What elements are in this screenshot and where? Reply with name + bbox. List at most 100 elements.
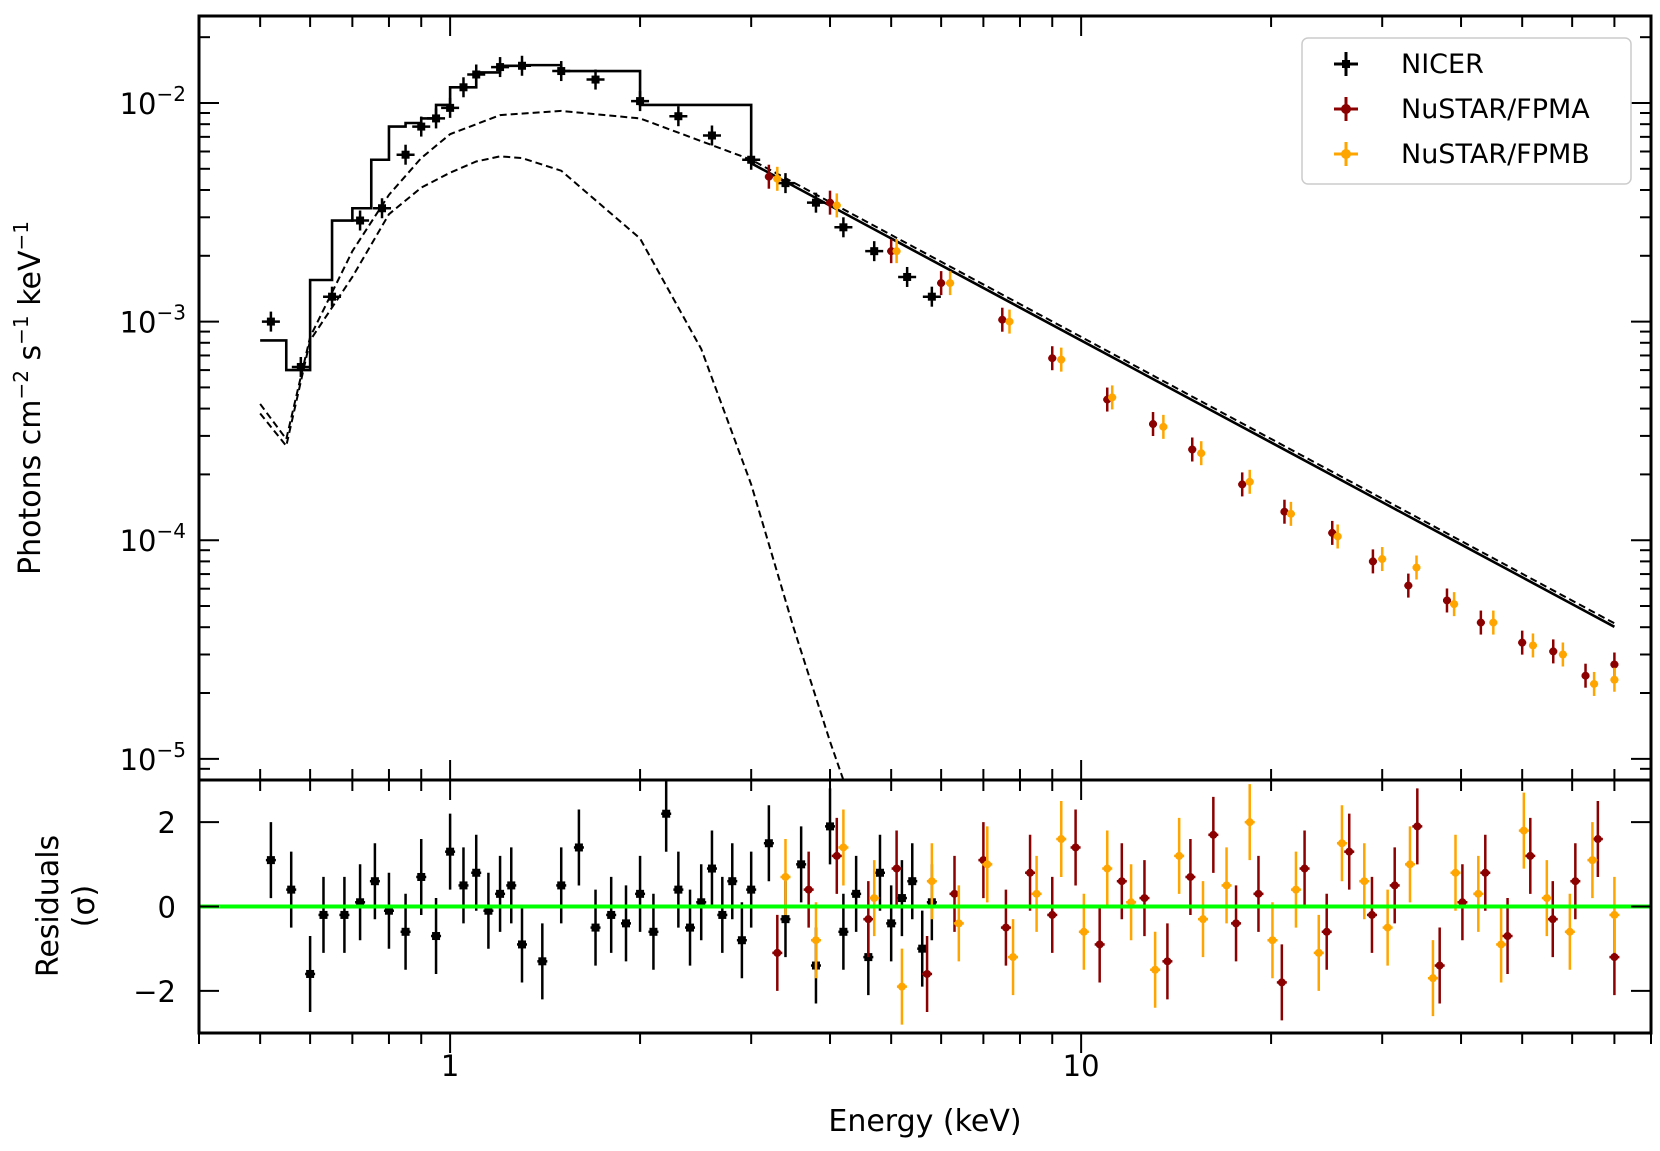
marker xyxy=(432,932,441,941)
nicer-data-point xyxy=(323,286,342,307)
fpma-residual-point xyxy=(1070,809,1081,886)
marker xyxy=(557,67,566,76)
marker xyxy=(1558,650,1567,659)
nicer-data-point xyxy=(586,69,605,90)
marker xyxy=(892,247,901,256)
marker xyxy=(1590,679,1599,688)
residual-y-tick-label: 0 xyxy=(158,891,176,925)
marker xyxy=(897,982,906,991)
marker xyxy=(1518,638,1527,647)
fpmb-residual-point xyxy=(1518,792,1529,869)
spectrum-y-tick-labels: 10−2 10−3 10−4 10−5 xyxy=(120,82,186,777)
marker xyxy=(927,877,936,886)
residual-data-points xyxy=(265,781,1620,1025)
legend-entry-fpmb: NuSTAR/FPMB xyxy=(1334,139,1590,170)
marker xyxy=(1117,877,1126,886)
marker xyxy=(370,877,379,886)
marker xyxy=(1337,839,1346,848)
marker xyxy=(591,923,600,932)
nicer-data-point xyxy=(291,356,310,377)
y-tick-label: 10−3 xyxy=(120,301,186,340)
fpmb-residual-point xyxy=(1382,889,1393,966)
marker xyxy=(950,889,959,898)
marker xyxy=(518,940,527,949)
fpma-data-point xyxy=(764,164,773,189)
marker xyxy=(1451,868,1460,877)
nicer-residual-point xyxy=(825,788,836,865)
marker xyxy=(446,103,455,112)
marker xyxy=(764,172,773,181)
nicer-residual-point xyxy=(431,898,442,975)
legend-label: NuSTAR/FPMA xyxy=(1401,94,1590,125)
marker xyxy=(903,272,912,281)
marker xyxy=(946,279,955,288)
marker xyxy=(622,919,631,928)
fpmb-residual-point xyxy=(1174,817,1185,894)
marker xyxy=(1188,445,1197,454)
marker xyxy=(1245,818,1254,827)
legend-symbol xyxy=(1341,104,1351,114)
nicer-residual-point xyxy=(685,889,696,966)
marker xyxy=(1481,868,1490,877)
marker xyxy=(1175,851,1184,860)
fpmb-residual-point xyxy=(1427,940,1438,1017)
marker xyxy=(1549,647,1558,656)
marker xyxy=(764,839,773,848)
fpma-residual-point xyxy=(1547,881,1558,958)
fpma-data-point xyxy=(1238,472,1247,497)
marker xyxy=(378,204,387,213)
fpma-residual-point xyxy=(1276,944,1287,1021)
marker xyxy=(839,223,848,232)
fpmb-data-point xyxy=(1412,555,1421,580)
marker xyxy=(472,70,481,79)
marker xyxy=(266,856,275,865)
nicer-data-point xyxy=(834,217,853,238)
fpma-residual-point xyxy=(1525,817,1536,894)
nicer-residual-point xyxy=(746,851,757,928)
nicer-residual-point xyxy=(355,864,366,941)
nicer-data-point xyxy=(373,198,392,219)
marker xyxy=(870,247,879,256)
marker xyxy=(1140,894,1149,903)
marker xyxy=(1489,618,1498,627)
marker xyxy=(1383,923,1392,932)
nicer-residual-point xyxy=(763,805,774,882)
fpmb-residual-point xyxy=(1008,919,1019,996)
marker xyxy=(1588,856,1597,865)
residual-y-tick-labels: 2 0 −2 xyxy=(133,806,176,1009)
marker xyxy=(1057,355,1066,364)
marker xyxy=(747,155,756,164)
spectrum-panel xyxy=(197,14,1653,782)
fpmb-data-point xyxy=(1590,671,1599,696)
marker xyxy=(897,894,906,903)
marker xyxy=(328,292,337,301)
fpma-residual-point xyxy=(1502,898,1513,975)
fpmb-data-point xyxy=(773,166,782,191)
marker xyxy=(1610,910,1619,919)
fpmb-residual-point xyxy=(1031,855,1042,932)
nicer-residual-point xyxy=(495,855,506,932)
nicer-data-point xyxy=(513,55,532,76)
nicer-residual-point xyxy=(886,885,897,962)
marker xyxy=(1333,532,1342,541)
fpma-data-point xyxy=(998,307,1007,332)
marker xyxy=(1048,354,1057,363)
marker xyxy=(1151,965,1160,974)
fpmb-residual-point xyxy=(810,902,821,979)
marker xyxy=(1548,915,1557,924)
nicer-residual-point xyxy=(537,923,548,1000)
x-tick-label: 1 xyxy=(441,1049,459,1083)
fpma-data-point xyxy=(1549,639,1558,664)
marker xyxy=(1474,889,1483,898)
fpmb-residual-point xyxy=(982,826,993,903)
marker xyxy=(1610,953,1619,962)
marker xyxy=(1103,864,1112,873)
residuals-plot-frame xyxy=(197,778,1653,1035)
marker xyxy=(1565,927,1574,936)
marker xyxy=(1314,948,1323,957)
marker xyxy=(1367,910,1376,919)
fpmb-data-point xyxy=(946,271,955,296)
marker xyxy=(773,948,782,957)
fpma-data-point xyxy=(1581,663,1590,688)
fpmb-residual-point xyxy=(1473,855,1484,932)
